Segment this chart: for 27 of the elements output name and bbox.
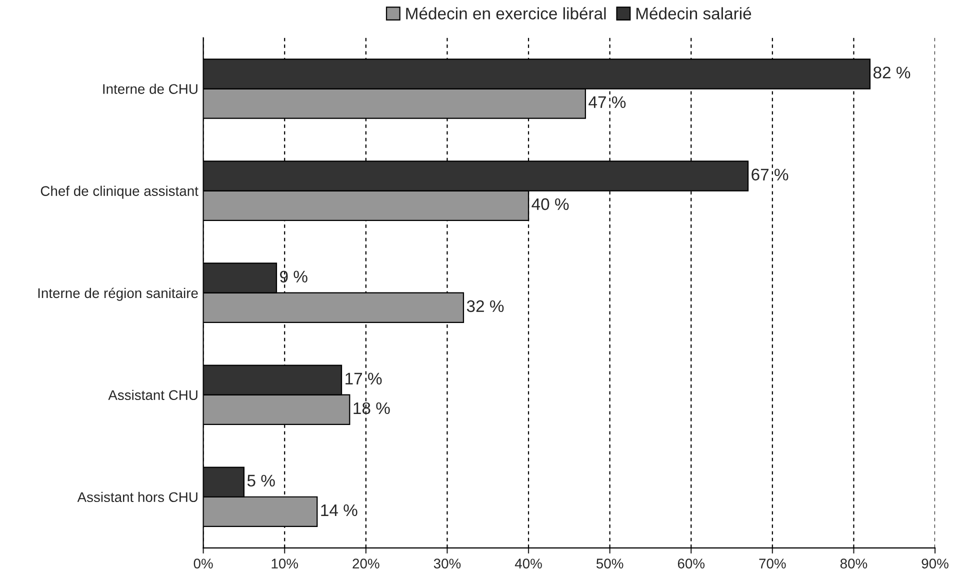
data-label: 14 % (321, 504, 358, 516)
data-label: 82 % (873, 66, 910, 78)
x-tick-label: 70% (759, 558, 786, 568)
y-tick-label: Interne de région sanitaire (38, 288, 198, 301)
y-tick-label: Assistant CHU (108, 390, 198, 400)
x-tick-label: 50% (596, 558, 624, 568)
y-tick-label: Interne de CHU (103, 84, 198, 94)
data-label: 9 % (280, 270, 308, 283)
legend-label: Médecin en exercice libéral (406, 7, 606, 20)
x-tick-label: 80% (840, 558, 868, 568)
data-label: 67 % (752, 168, 788, 180)
legend-label: Médecin salarié (636, 7, 752, 20)
data-label: 5 % (247, 474, 275, 487)
data-label: 18 % (354, 402, 390, 414)
data-label: 32 % (466, 300, 504, 312)
x-tick-label: 60% (678, 558, 705, 568)
x-tick-label: 90% (922, 558, 948, 568)
x-tick-label: 20% (352, 558, 380, 568)
x-tick-label: 0% (194, 558, 213, 568)
y-tick-label: Chef de clinique assistant (40, 186, 198, 199)
data-label: 47 % (588, 96, 626, 108)
data-label: 40 % (532, 198, 569, 210)
data-label: 17 % (346, 372, 382, 384)
x-tick-label: 10% (272, 558, 298, 568)
y-tick-label: Assistant hors CHU (77, 492, 198, 502)
x-tick-label: 30% (434, 558, 461, 568)
x-tick-label: 40% (514, 558, 542, 568)
